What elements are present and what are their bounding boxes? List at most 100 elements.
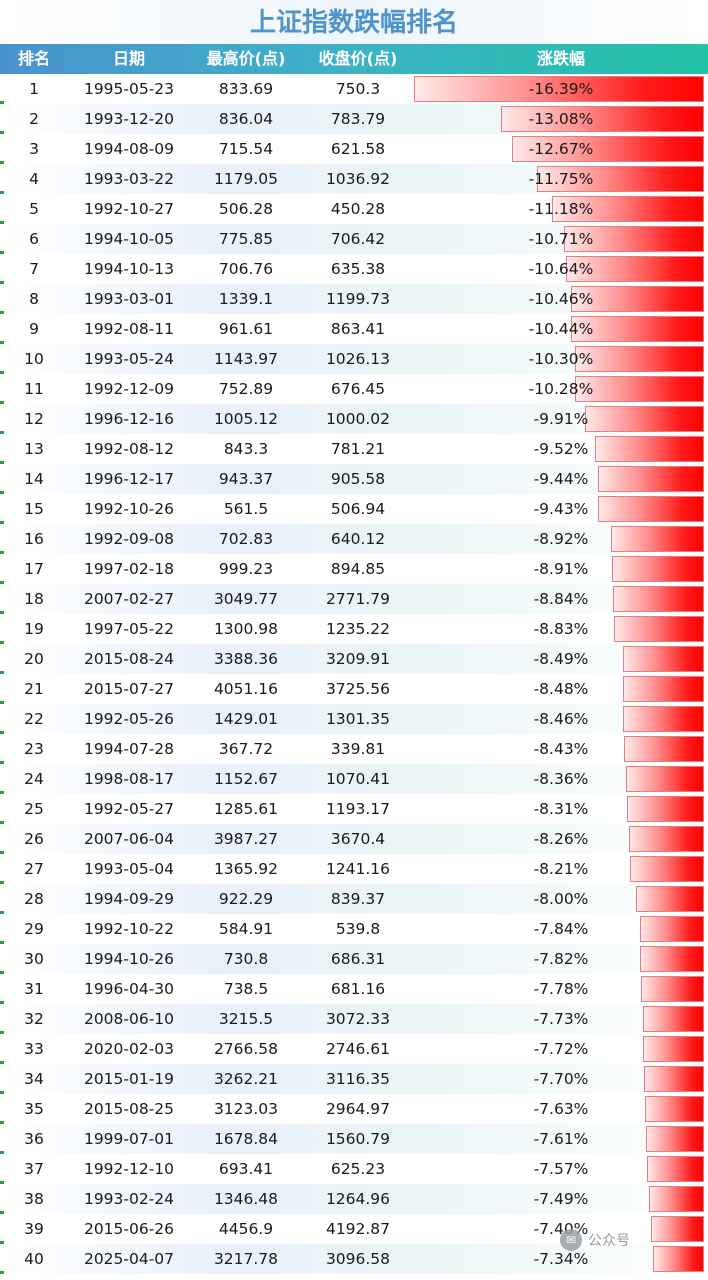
cell-marker: [0, 1211, 4, 1214]
cell-change: -8.84%: [414, 584, 708, 614]
cell-date: 1993-02-24: [83, 1190, 175, 1208]
change-value: -10.44%: [528, 320, 594, 338]
cell-marker: [0, 671, 4, 674]
cell-high: 1300.98: [213, 620, 279, 638]
cell-high: 836.04: [218, 110, 274, 128]
table-row: 18 2007-02-27 3049.77 2771.79 -8.84%: [0, 584, 708, 614]
cell-high: 3123.03: [213, 1100, 279, 1118]
cell-high: 584.91: [218, 920, 274, 938]
cell-rank: 2: [29, 110, 39, 128]
change-bar: [639, 916, 704, 942]
table-row: 8 1993-03-01 1339.1 1199.73 -10.46%: [0, 284, 708, 314]
cell-close: 3096.58: [325, 1250, 391, 1268]
cell-rank: 38: [24, 1190, 44, 1208]
change-bar: [611, 526, 704, 552]
cell-marker: [0, 1241, 4, 1244]
cell-date: 1995-05-23: [83, 80, 175, 98]
cell-change: -9.91%: [414, 404, 708, 434]
watermark: ✉ 公众号: [560, 1218, 680, 1262]
change-value: -8.92%: [533, 530, 589, 548]
change-value: -7.82%: [533, 950, 589, 968]
cell-high: 1152.67: [213, 770, 279, 788]
cell-close: 706.42: [330, 230, 386, 248]
change-bar: [565, 256, 704, 282]
cell-high: 943.37: [218, 470, 274, 488]
cell-high: 1285.61: [213, 800, 279, 818]
table-row: 9 1992-08-11 961.61 863.41 -10.44%: [0, 314, 708, 344]
table-row: 26 2007-06-04 3987.27 3670.4 -8.26%: [0, 824, 708, 854]
cell-date: 1996-04-30: [83, 980, 175, 998]
cell-change: -8.91%: [414, 554, 708, 584]
cell-high: 1005.12: [213, 410, 279, 428]
change-value: -8.43%: [533, 740, 589, 758]
change-value: -8.46%: [533, 710, 589, 728]
cell-date: 1992-10-26: [83, 500, 175, 518]
cell-high: 922.29: [218, 890, 274, 908]
table-row: 31 1996-04-30 738.5 681.16 -7.78%: [0, 974, 708, 1004]
cell-date: 1994-07-28: [83, 740, 175, 758]
table-row: 7 1994-10-13 706.76 635.38 -10.64%: [0, 254, 708, 284]
cell-change: -9.43%: [414, 494, 708, 524]
cell-change: -12.67%: [414, 134, 708, 164]
table-row: 25 1992-05-27 1285.61 1193.17 -8.31%: [0, 794, 708, 824]
cell-high: 3215.5: [218, 1010, 274, 1028]
cell-marker: [0, 731, 4, 734]
cell-change: -9.52%: [414, 434, 708, 464]
cell-marker: [0, 611, 4, 614]
cell-rank: 25: [24, 800, 44, 818]
cell-close: 894.85: [330, 560, 386, 578]
page-title: 上证指数跌幅排名: [0, 0, 708, 44]
cell-close: 1241.16: [325, 860, 391, 878]
cell-marker: [0, 821, 4, 824]
cell-rank: 28: [24, 890, 44, 908]
change-bar: [630, 856, 704, 882]
change-value: -7.34%: [533, 1250, 589, 1268]
cell-date: 1993-03-22: [83, 170, 175, 188]
cell-close: 3209.91: [325, 650, 391, 668]
cell-marker: [0, 371, 4, 374]
table-row: 27 1993-05-04 1365.92 1241.16 -8.21%: [0, 854, 708, 884]
table-row: 40 2025-04-07 3217.78 3096.58 -7.34%: [0, 1244, 708, 1274]
cell-rank: 37: [24, 1160, 44, 1178]
change-value: -7.49%: [533, 1190, 589, 1208]
change-bar: [564, 226, 704, 252]
cell-close: 783.79: [330, 110, 386, 128]
change-bar: [570, 286, 704, 312]
change-value: -11.18%: [528, 200, 594, 218]
cell-date: 1993-05-04: [83, 860, 175, 878]
cell-high: 1143.97: [213, 350, 279, 368]
cell-rank: 17: [24, 560, 44, 578]
change-value: -11.75%: [528, 170, 594, 188]
cell-date: 1992-12-10: [83, 1160, 175, 1178]
cell-high: 738.5: [223, 980, 269, 998]
cell-close: 450.28: [330, 200, 386, 218]
change-value: -8.49%: [533, 650, 589, 668]
cell-change: -16.39%: [414, 74, 708, 104]
wechat-icon: ✉: [560, 1229, 582, 1251]
cell-close: 1235.22: [325, 620, 391, 638]
table-body: 1 1995-05-23 833.69 750.3 -16.39% 2 1993-12-20…: [0, 74, 708, 1274]
cell-rank: 26: [24, 830, 44, 848]
change-value: -7.63%: [533, 1100, 589, 1118]
cell-marker: [0, 881, 4, 884]
cell-change: -7.72%: [414, 1034, 708, 1064]
cell-marker: [0, 1181, 4, 1184]
cell-change: -9.44%: [414, 464, 708, 494]
cell-date: 1997-02-18: [83, 560, 175, 578]
cell-date: 1992-09-08: [83, 530, 175, 548]
table-row: 17 1997-02-18 999.23 894.85 -8.91%: [0, 554, 708, 584]
table-row: 28 1994-09-29 922.29 839.37 -8.00%: [0, 884, 708, 914]
change-value: -8.84%: [533, 590, 589, 608]
change-bar: [551, 196, 704, 222]
cell-change: -10.71%: [414, 224, 708, 254]
cell-change: -7.70%: [414, 1064, 708, 1094]
cell-marker: [0, 1121, 4, 1124]
change-bar: [585, 406, 704, 432]
cell-date: 1992-08-12: [83, 440, 175, 458]
table-header: 排名 日期 最高价(点) 收盘价(点) 涨跌幅: [0, 44, 708, 74]
change-value: -7.84%: [533, 920, 589, 938]
cell-rank: 15: [24, 500, 44, 518]
change-value: -12.67%: [528, 140, 594, 158]
cell-change: -8.43%: [414, 734, 708, 764]
cell-high: 961.61: [218, 320, 274, 338]
